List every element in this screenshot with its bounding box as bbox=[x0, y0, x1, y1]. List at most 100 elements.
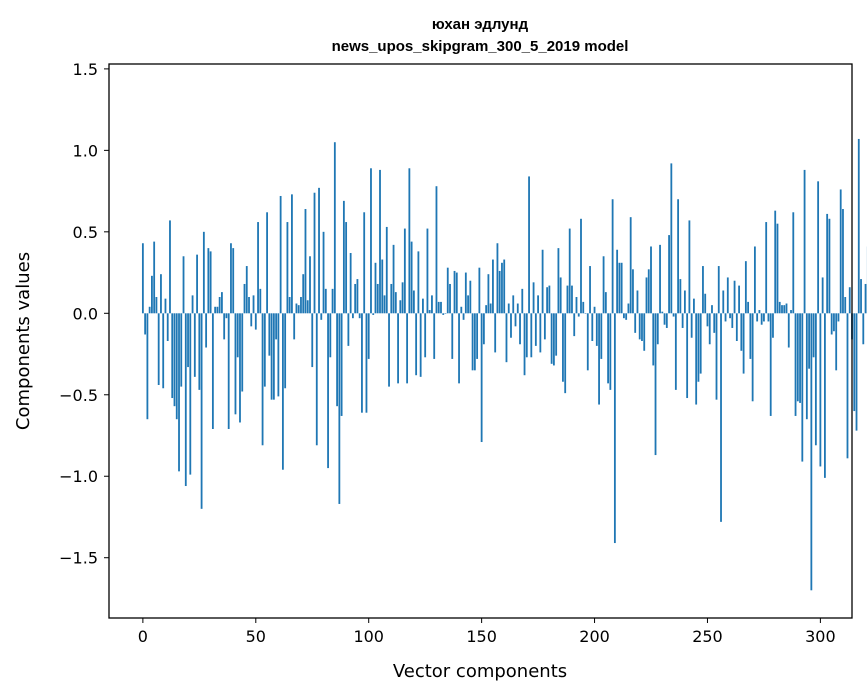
bar-277 bbox=[767, 313, 770, 322]
bar-5 bbox=[153, 241, 156, 314]
bar-282 bbox=[778, 301, 781, 314]
bar-37 bbox=[225, 313, 228, 319]
bar-148 bbox=[476, 313, 479, 359]
bar-23 bbox=[193, 313, 196, 377]
bar-107 bbox=[383, 295, 386, 314]
bar-290 bbox=[796, 313, 799, 402]
bar-152 bbox=[485, 305, 488, 314]
bar-186 bbox=[562, 313, 564, 382]
bar-109 bbox=[388, 313, 390, 387]
bar-29 bbox=[207, 248, 210, 314]
bar-188 bbox=[566, 285, 569, 314]
bar-182 bbox=[552, 313, 555, 366]
bar-series bbox=[141, 138, 867, 591]
bar-150 bbox=[480, 313, 483, 443]
x-tick-label: 250 bbox=[692, 627, 723, 646]
y-axis-label: Components values bbox=[13, 252, 34, 430]
bar-199 bbox=[591, 313, 594, 341]
bar-54 bbox=[263, 313, 266, 387]
bar-272 bbox=[756, 313, 759, 322]
bar-291 bbox=[799, 313, 801, 403]
bar-257 bbox=[722, 290, 725, 314]
bar-147 bbox=[473, 313, 476, 371]
bar-279 bbox=[772, 313, 774, 338]
bar-222 bbox=[643, 313, 646, 351]
bar-17 bbox=[180, 313, 183, 387]
bar-96 bbox=[358, 313, 361, 319]
bar-92 bbox=[349, 253, 352, 314]
x-axis-label: Vector components bbox=[393, 661, 567, 682]
bar-59 bbox=[275, 313, 278, 340]
bar-72 bbox=[304, 209, 307, 314]
bar-7 bbox=[157, 313, 160, 385]
bar-234 bbox=[670, 163, 673, 314]
bar-269 bbox=[749, 313, 752, 359]
bar-84 bbox=[331, 288, 334, 314]
bar-301 bbox=[821, 277, 824, 314]
bar-4 bbox=[151, 275, 153, 314]
bar-99 bbox=[365, 313, 368, 413]
bar-111 bbox=[392, 244, 395, 314]
bar-91 bbox=[347, 313, 350, 346]
bar-131 bbox=[437, 301, 440, 314]
bar-112 bbox=[394, 292, 397, 314]
bar-181 bbox=[550, 313, 553, 364]
bar-93 bbox=[352, 313, 354, 319]
bar-78 bbox=[318, 187, 320, 314]
bar-223 bbox=[645, 277, 648, 314]
bar-61 bbox=[279, 195, 282, 314]
bar-74 bbox=[309, 256, 311, 314]
bar-63 bbox=[284, 313, 287, 389]
bar-261 bbox=[731, 313, 734, 328]
bar-43 bbox=[239, 313, 241, 423]
bar-113 bbox=[397, 313, 399, 384]
bar-207 bbox=[609, 313, 612, 390]
bar-285 bbox=[785, 303, 788, 314]
bar-276 bbox=[765, 222, 768, 314]
bar-218 bbox=[634, 313, 637, 333]
bar-139 bbox=[455, 272, 458, 314]
bar-225 bbox=[650, 246, 652, 314]
x-tick-label: 150 bbox=[466, 627, 497, 646]
bar-86 bbox=[336, 313, 338, 407]
bar-180 bbox=[548, 285, 551, 314]
bar-67 bbox=[293, 313, 296, 340]
bar-140 bbox=[458, 313, 460, 384]
bar-292 bbox=[801, 313, 804, 462]
bar-317 bbox=[857, 138, 860, 314]
bar-266 bbox=[742, 313, 745, 374]
bar-193 bbox=[577, 313, 580, 317]
bar-210 bbox=[616, 249, 619, 314]
bar-190 bbox=[571, 285, 573, 314]
bar-122 bbox=[417, 251, 420, 314]
bar-22 bbox=[191, 295, 194, 314]
bar-297 bbox=[812, 313, 815, 358]
bar-82 bbox=[327, 313, 329, 469]
bar-231 bbox=[663, 313, 666, 325]
bar-38 bbox=[227, 313, 230, 429]
bar-36 bbox=[223, 313, 226, 340]
bar-30 bbox=[209, 251, 212, 314]
bar-249 bbox=[704, 293, 707, 314]
bar-33 bbox=[216, 306, 219, 314]
bar-262 bbox=[733, 280, 736, 314]
bar-151 bbox=[482, 313, 485, 345]
bar-280 bbox=[774, 210, 777, 314]
bar-245 bbox=[695, 313, 698, 405]
bar-95 bbox=[356, 279, 359, 314]
bar-241 bbox=[686, 313, 689, 399]
bar-270 bbox=[751, 313, 754, 402]
bar-296 bbox=[810, 313, 813, 591]
bar-28 bbox=[205, 313, 208, 348]
bar-320 bbox=[864, 283, 867, 314]
bar-205 bbox=[604, 292, 607, 314]
bar-178 bbox=[543, 313, 546, 340]
y-tick-label: 1.0 bbox=[73, 141, 98, 160]
bar-287 bbox=[790, 310, 792, 314]
bar-283 bbox=[781, 305, 783, 314]
bar-24 bbox=[196, 254, 198, 314]
bar-26 bbox=[200, 313, 203, 509]
bar-224 bbox=[647, 269, 650, 314]
bar-102 bbox=[372, 313, 375, 315]
